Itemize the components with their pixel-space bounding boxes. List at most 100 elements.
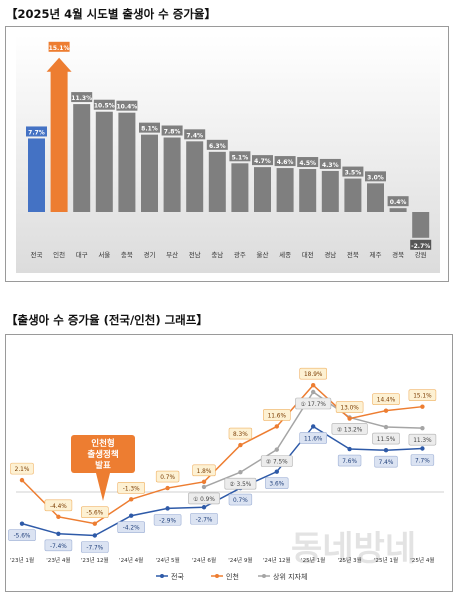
data-label-box (265, 477, 289, 489)
category-label: 전남 (189, 250, 201, 259)
bar (412, 212, 430, 238)
data-label-box (192, 464, 216, 477)
callout-text: 발표 (95, 460, 111, 471)
data-label: -5.6% (14, 534, 31, 540)
data-label-box (44, 499, 73, 512)
data-point (201, 484, 207, 490)
data-label: 10.4% (116, 104, 137, 111)
bar (231, 163, 249, 212)
data-label: 0.4% (390, 199, 407, 206)
category-label: 경기 (144, 250, 156, 259)
data-label: 11.6% (304, 436, 323, 442)
data-label: 7.4% (379, 460, 394, 466)
data-label-box (44, 539, 73, 552)
data-label-box (252, 155, 273, 166)
data-label-box (262, 409, 291, 421)
data-label: 7.7% (28, 129, 45, 136)
data-point (383, 424, 389, 430)
data-label-box (274, 156, 296, 167)
data-point (129, 513, 134, 518)
callout-text: 인천형 (91, 438, 114, 449)
data-label-box (410, 239, 432, 250)
data-point (56, 531, 61, 537)
data-label-box (81, 506, 109, 518)
data-label: -2.7% (411, 243, 430, 250)
data-point (274, 469, 279, 474)
data-point (311, 424, 316, 429)
data-point (347, 446, 352, 452)
data-label: -2.7% (196, 517, 213, 523)
line-chart-panel: 동네방네 -5.6% -7.4% -7.7% -4.2% -2.9% -2.7% 0.7% 3.… (5, 334, 453, 592)
data-label: ① 17.7% (300, 401, 326, 408)
data-point (383, 408, 389, 413)
category-label: 경남 (324, 250, 336, 259)
bar (367, 183, 384, 212)
bar (299, 169, 317, 212)
category-label: 경북 (392, 250, 404, 259)
bar (73, 104, 91, 212)
data-label: 10.5% (94, 103, 115, 110)
data-label: 4.3% (322, 162, 339, 169)
data-label-box (117, 482, 145, 494)
data-label-box (10, 462, 34, 475)
data-point (92, 521, 98, 526)
bar (141, 134, 158, 212)
chart1-heading: 【2025년 4월 시도별 출생아 수 증가율】 (6, 7, 216, 21)
data-label: -1.3% (123, 486, 140, 492)
data-point (56, 514, 61, 520)
bar-chart-panel: 7.7% 전국 15.1% 인천 11.3% 대구 10.5% 서울 10.4% 충북 8.1% 경기… (5, 26, 449, 282)
data-label-box (116, 100, 138, 111)
data-point (420, 425, 425, 431)
category-label: 서울 (98, 250, 110, 259)
data-label-box (206, 139, 228, 150)
category-label: 강원 (415, 250, 427, 259)
category-label: 제주 (370, 251, 382, 259)
data-label: -7.7% (86, 546, 103, 552)
data-point (274, 424, 279, 429)
data-label: ② 3.5% (230, 481, 252, 488)
data-label: ② 7.5% (266, 459, 288, 466)
data-label: 4.5% (299, 160, 316, 167)
category-label: 광주 (234, 251, 246, 259)
data-point (347, 416, 352, 421)
data-point (165, 506, 170, 511)
data-label-box (71, 92, 93, 103)
data-label: 6.3% (209, 143, 226, 150)
data-label: ② 13.2% (337, 426, 363, 433)
bar (276, 168, 294, 212)
data-label: 7.6% (342, 459, 357, 465)
data-label-box (295, 397, 332, 410)
x-tick-label: '25년 3월 (337, 556, 361, 564)
data-label-box (190, 512, 218, 525)
bar (208, 151, 226, 212)
data-label: -2.9% (159, 518, 176, 524)
data-label-box (161, 125, 183, 136)
data-label-box (299, 432, 328, 444)
data-label-box (337, 454, 362, 467)
category-label: 세종 (279, 250, 291, 259)
legend-marker (262, 574, 266, 578)
data-label: ① 0.9% (193, 496, 215, 503)
bar (321, 170, 339, 212)
data-point (92, 533, 98, 538)
category-label: 전국 (31, 250, 43, 259)
category-label: 대전 (302, 250, 314, 259)
bar (344, 178, 362, 212)
bar (28, 138, 45, 212)
legend-marker (215, 574, 219, 578)
data-label: 11.3% (413, 438, 432, 444)
data-label-box (408, 389, 437, 401)
data-point (129, 497, 134, 502)
chart2-heading: 【출생아 수 증가율 (전국/인천) 그래프】 (6, 313, 208, 327)
bar (163, 137, 181, 212)
data-label-box (8, 529, 36, 541)
data-label-box (365, 171, 386, 182)
data-label-box (331, 423, 368, 435)
data-label: 11.5% (377, 437, 396, 443)
data-label: 8.1% (141, 126, 158, 133)
x-tick-label: '23년 4월 (46, 556, 70, 564)
watermark: 동네방네 (291, 529, 416, 569)
bar (118, 112, 136, 212)
bar (95, 111, 113, 212)
data-point (201, 479, 207, 485)
